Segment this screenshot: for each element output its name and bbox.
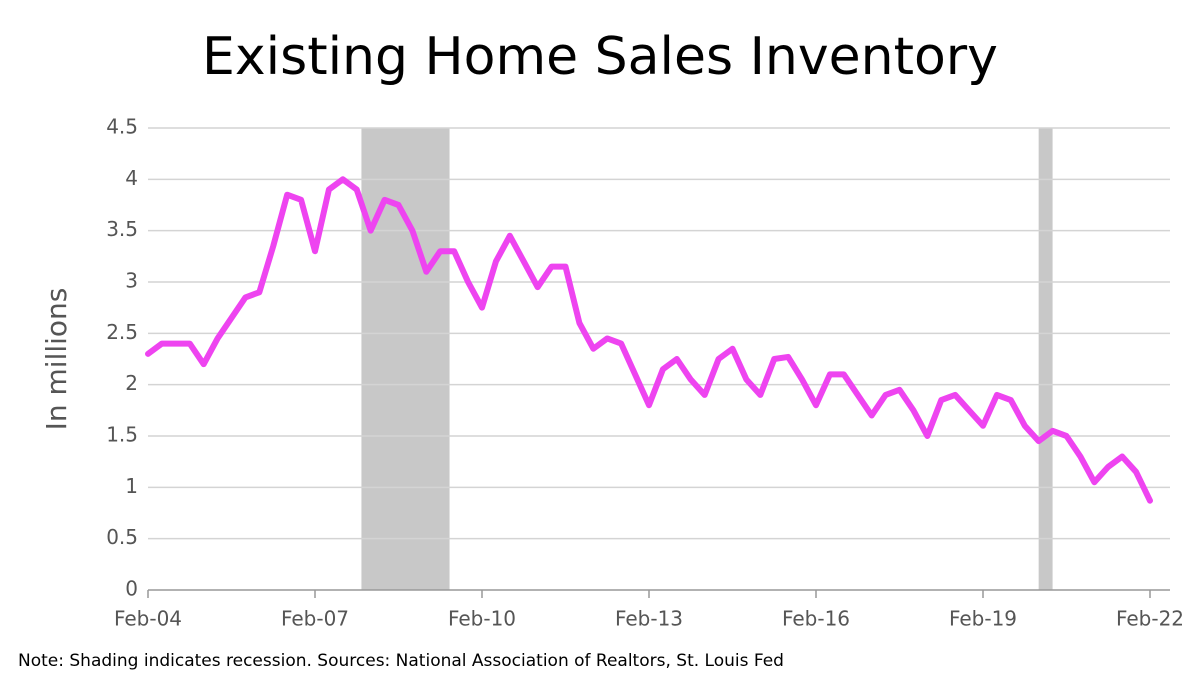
y-axis-label: In millions: [40, 288, 73, 431]
note: Note: Shading indicates recession. Sourc…: [18, 651, 784, 671]
y-tick-label: 1.5: [106, 423, 138, 447]
x-tick-label: Feb-10: [448, 607, 516, 631]
x-tick-label: Feb-19: [949, 607, 1017, 631]
recession-shading: [361, 128, 450, 590]
y-tick-label: 0.5: [106, 525, 138, 549]
chart-title: Existing Home Sales Inventory: [202, 27, 998, 87]
x-tick-label: Feb-07: [281, 607, 349, 631]
y-tick-label: 4.5: [106, 115, 138, 139]
y-tick-label: 2: [125, 371, 138, 395]
y-tick-label: 3: [125, 269, 138, 293]
x-tick-label: Feb-16: [782, 607, 850, 631]
y-tick-label: 1: [125, 474, 138, 498]
x-tick-label: Feb-13: [615, 607, 683, 631]
y-tick-label: 3.5: [106, 217, 138, 241]
x-tick-label: Feb-04: [114, 607, 182, 631]
x-tick-label: Feb-22: [1116, 607, 1184, 631]
y-tick-label: 2.5: [106, 320, 138, 344]
recession-shading: [1038, 128, 1053, 590]
line: [145, 176, 1153, 504]
y-tick-label: 0: [125, 577, 138, 601]
y-tick-label: 4: [125, 166, 138, 190]
